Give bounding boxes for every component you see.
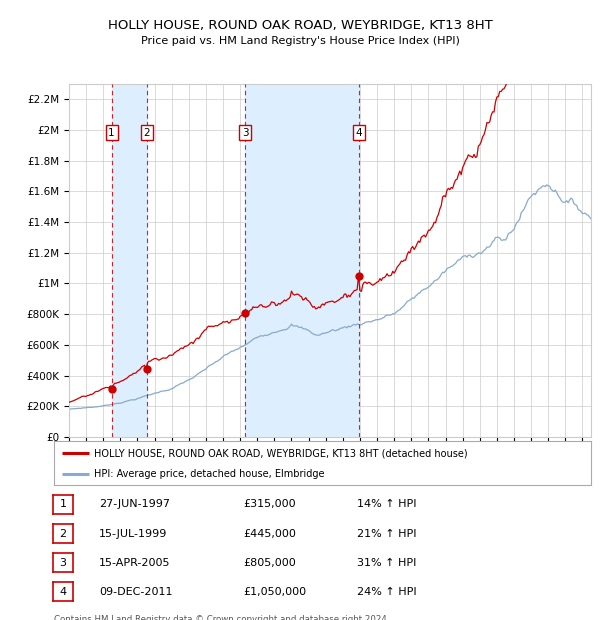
Text: £1,050,000: £1,050,000 bbox=[243, 587, 306, 597]
Text: 15-APR-2005: 15-APR-2005 bbox=[99, 557, 170, 568]
Text: 31% ↑ HPI: 31% ↑ HPI bbox=[357, 557, 416, 568]
Text: £315,000: £315,000 bbox=[243, 499, 296, 510]
Text: 21% ↑ HPI: 21% ↑ HPI bbox=[357, 528, 416, 539]
Text: £445,000: £445,000 bbox=[243, 528, 296, 539]
Text: HOLLY HOUSE, ROUND OAK ROAD, WEYBRIDGE, KT13 8HT (detached house): HOLLY HOUSE, ROUND OAK ROAD, WEYBRIDGE, … bbox=[94, 448, 468, 458]
Text: Price paid vs. HM Land Registry's House Price Index (HPI): Price paid vs. HM Land Registry's House … bbox=[140, 36, 460, 46]
Text: 4: 4 bbox=[59, 587, 67, 597]
Text: 15-JUL-1999: 15-JUL-1999 bbox=[99, 528, 167, 539]
Text: HPI: Average price, detached house, Elmbridge: HPI: Average price, detached house, Elmb… bbox=[94, 469, 325, 479]
Text: 2: 2 bbox=[143, 128, 150, 138]
Bar bbox=[245, 84, 359, 437]
Text: 14% ↑ HPI: 14% ↑ HPI bbox=[357, 499, 416, 510]
Text: 27-JUN-1997: 27-JUN-1997 bbox=[99, 499, 170, 510]
Text: 3: 3 bbox=[242, 128, 248, 138]
Text: 4: 4 bbox=[356, 128, 362, 138]
Text: 3: 3 bbox=[59, 557, 67, 568]
Text: £805,000: £805,000 bbox=[243, 557, 296, 568]
Text: 24% ↑ HPI: 24% ↑ HPI bbox=[357, 587, 416, 597]
Text: 2: 2 bbox=[59, 528, 67, 539]
Text: 1: 1 bbox=[59, 499, 67, 510]
Bar bbox=[112, 84, 147, 437]
Text: HOLLY HOUSE, ROUND OAK ROAD, WEYBRIDGE, KT13 8HT: HOLLY HOUSE, ROUND OAK ROAD, WEYBRIDGE, … bbox=[107, 19, 493, 32]
Text: Contains HM Land Registry data © Crown copyright and database right 2024.: Contains HM Land Registry data © Crown c… bbox=[54, 615, 389, 620]
Text: 1: 1 bbox=[109, 128, 115, 138]
Text: 09-DEC-2011: 09-DEC-2011 bbox=[99, 587, 173, 597]
